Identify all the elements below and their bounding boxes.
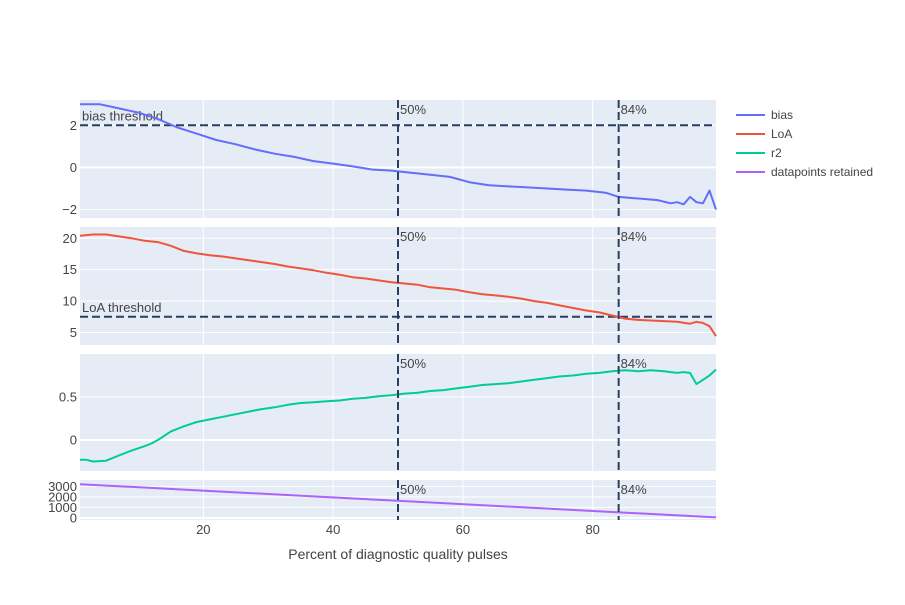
y-tick-label: 5 [70,325,77,340]
vline-label: 84% [621,229,647,244]
y-tick-label: −2 [62,202,77,217]
x-tick-label: 20 [196,522,210,537]
x-tick-label: 40 [326,522,340,537]
y-tick-label: 1000 [48,500,77,515]
x-axis-title: Percent of diagnostic quality pulses [288,546,507,562]
x-tick-label: 60 [456,522,470,537]
y-tick-label: 0 [70,160,77,175]
series-line-r2 [80,368,717,463]
vline-label: 50% [400,102,426,117]
vline-label: 50% [400,356,426,371]
series-line-bias [80,103,717,210]
y-tick-label: 0 [70,510,77,525]
y-tick-label: 2 [70,118,77,133]
subplot-3: 0 0.5 50% 84% [59,354,717,471]
vline-label: 50% [400,229,426,244]
y-tick-label: 20 [63,231,77,246]
y-tick-label: 3000 [48,479,77,494]
legend: bias LoA r2 datapoints retained [736,108,873,179]
y-tick-label: 0.5 [59,390,77,405]
legend-item-label: datapoints retained [771,165,873,179]
vline-label: 84% [621,356,647,371]
vline-label: 84% [621,102,647,117]
series-line-loa [79,233,717,337]
vline-label: 84% [621,482,647,497]
subplot-1: −2 0 2 bias threshold 50% 84% [62,100,717,218]
y-tick-label: 15 [63,262,77,277]
legend-item-label: bias [771,108,793,122]
subplot-2: 5 10 15 20 LoA threshold 50% 84% [63,227,717,345]
legend-item-label: LoA [771,127,792,141]
threshold-label: bias threshold [82,108,163,123]
vline-label: 50% [400,482,426,497]
y-tick-label: 0 [70,433,77,448]
threshold-label: LoA threshold [82,300,162,315]
legend-item-label: r2 [771,146,782,160]
y-tick-label: 2000 [48,489,77,504]
series-line-datapoints-retained [79,483,717,519]
y-tick-label: 10 [63,294,77,309]
x-tick-label: 80 [585,522,599,537]
